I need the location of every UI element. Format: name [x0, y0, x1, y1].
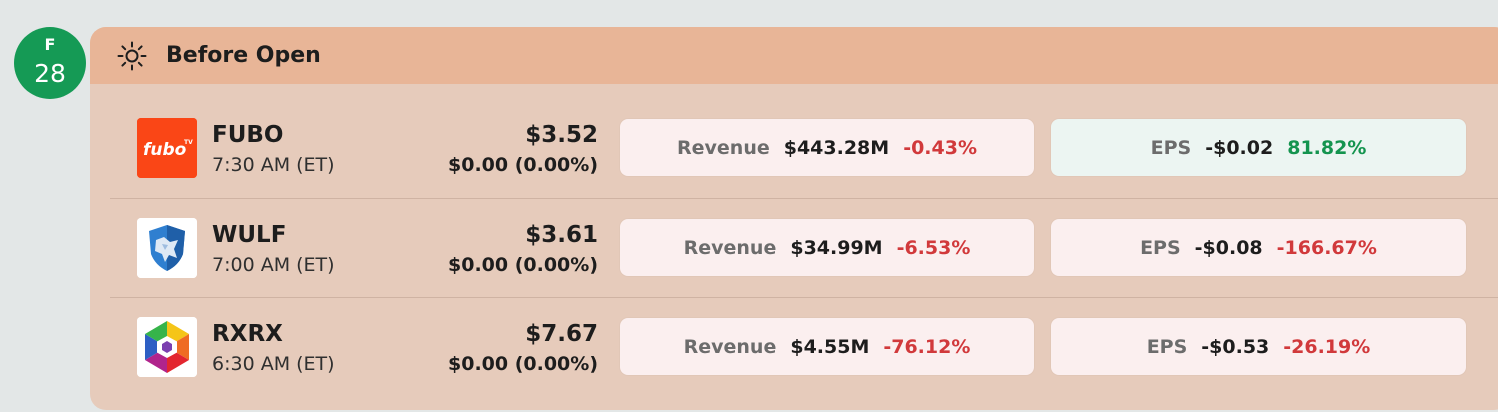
sun-icon [117, 41, 147, 71]
eps-surprise: 81.82% [1287, 136, 1367, 159]
eps-value: -$0.02 [1205, 136, 1274, 159]
eps-value: -$0.08 [1194, 236, 1263, 259]
ticker-symbol[interactable]: WULF [212, 222, 287, 248]
date-day-of-week: F [44, 35, 56, 54]
wulf-shield-logo [137, 218, 197, 278]
eps-value: -$0.53 [1201, 335, 1270, 358]
rxrx-hexagon-logo [137, 317, 197, 377]
date-day-number: 28 [34, 59, 66, 88]
revenue-surprise: -0.43% [903, 136, 977, 159]
stock-price: $7.67 [525, 321, 598, 347]
fubo-logo-text: fubo [143, 140, 187, 160]
revenue-value: $4.55M [790, 335, 870, 358]
eps-pill: EPS -$0.53 -26.19% [1051, 318, 1466, 375]
price-change: $0.00 (0.00%) [448, 154, 598, 176]
earnings-row[interactable]: RXRX 6:30 AM (ET) $7.67 $0.00 (0.00%) Re… [110, 297, 1498, 397]
report-time: 7:30 AM (ET) [212, 154, 335, 176]
revenue-surprise: -76.12% [883, 335, 971, 358]
eps-label: EPS [1146, 335, 1188, 358]
stock-price: $3.52 [525, 122, 598, 148]
fubo-logo-sup: TV [184, 139, 193, 146]
revenue-pill: Revenue $4.55M -76.12% [620, 318, 1034, 375]
ticker-symbol[interactable]: RXRX [212, 321, 283, 347]
revenue-value: $443.28M [783, 136, 890, 159]
fubo-logo: fubo TV [137, 118, 197, 178]
revenue-value: $34.99M [790, 236, 883, 259]
revenue-pill: Revenue $443.28M -0.43% [620, 119, 1034, 176]
earnings-row[interactable]: fubo TV FUBO 7:30 AM (ET) $3.52 $0.00 (0… [110, 99, 1498, 198]
revenue-label: Revenue [677, 136, 770, 159]
stock-price: $3.61 [525, 222, 598, 248]
report-time: 7:00 AM (ET) [212, 254, 335, 276]
revenue-pill: Revenue $34.99M -6.53% [620, 219, 1034, 276]
revenue-label: Revenue [683, 236, 777, 259]
fubo-logo-icon: fubo TV [137, 118, 197, 178]
before-open-session-panel: Before Open fubo TV FUBO 7:30 AM (ET) $3… [90, 27, 1498, 410]
report-time: 6:30 AM (ET) [212, 353, 335, 375]
date-badge: F 28 [14, 27, 86, 99]
ticker-symbol[interactable]: FUBO [212, 122, 284, 148]
rxrx-hexagon-icon [137, 317, 197, 377]
eps-pill: EPS -$0.08 -166.67% [1051, 219, 1466, 276]
eps-pill: EPS -$0.02 81.82% [1051, 119, 1466, 176]
price-change: $0.00 (0.00%) [448, 353, 598, 375]
wulf-shield-icon [137, 218, 197, 278]
eps-label: EPS [1150, 136, 1192, 159]
revenue-label: Revenue [683, 335, 777, 358]
eps-surprise: -26.19% [1283, 335, 1371, 358]
session-header: Before Open [90, 27, 1498, 84]
earnings-row[interactable]: WULF 7:00 AM (ET) $3.61 $0.00 (0.00%) Re… [110, 198, 1498, 298]
eps-surprise: -166.67% [1276, 236, 1377, 259]
eps-label: EPS [1140, 236, 1181, 259]
session-title: Before Open [166, 43, 321, 68]
price-change: $0.00 (0.00%) [448, 254, 598, 276]
revenue-surprise: -6.53% [896, 236, 971, 259]
